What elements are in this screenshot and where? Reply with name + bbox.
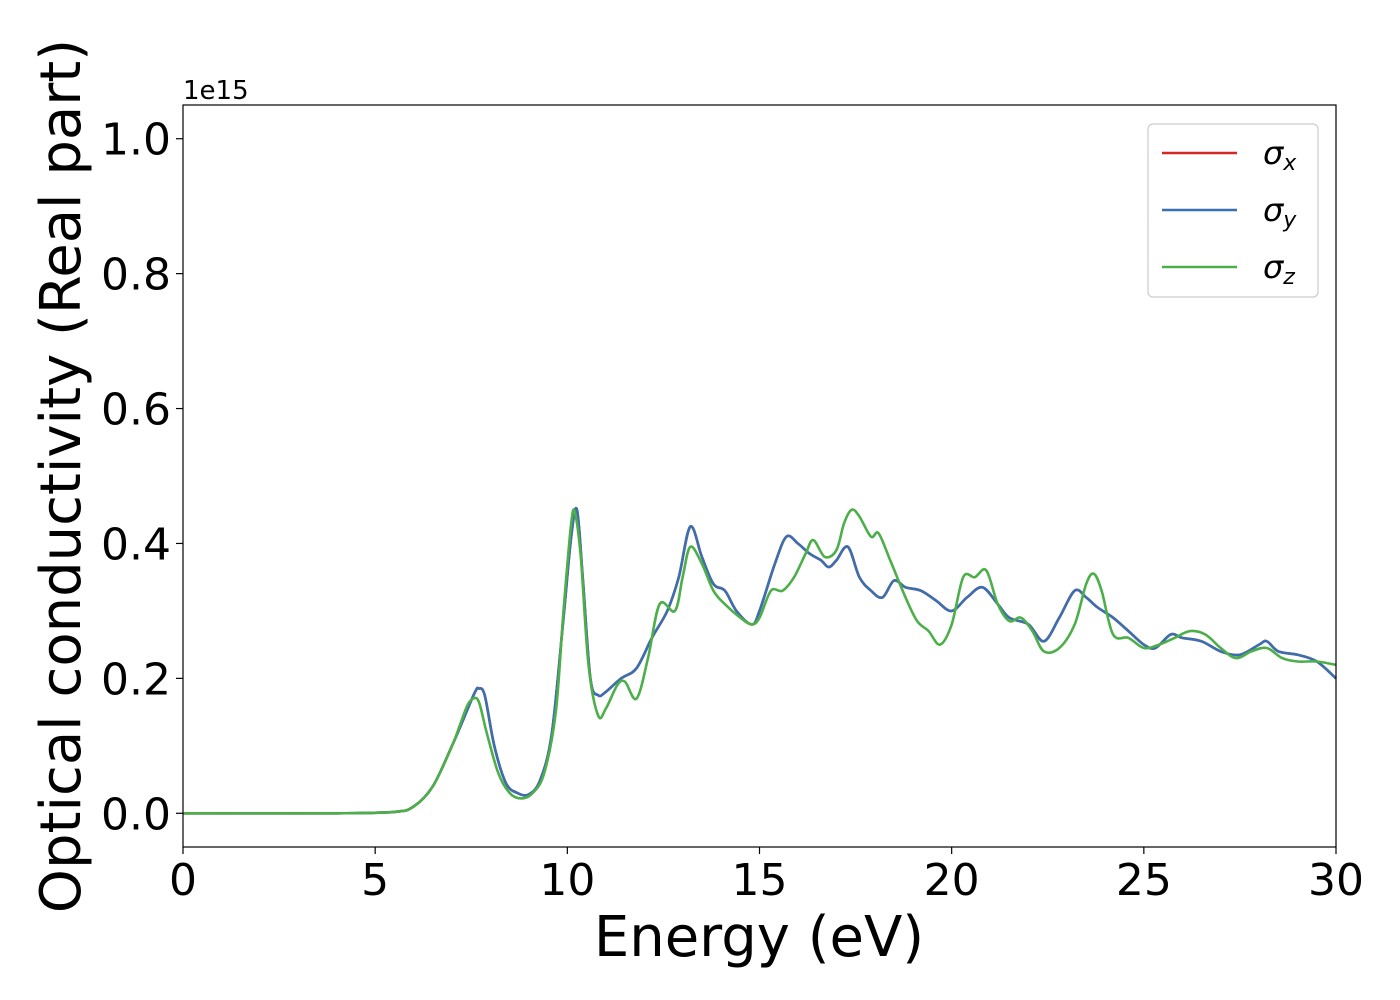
series-line-y	[182, 506, 1337, 815]
y-tick-label: 0.0	[101, 789, 171, 840]
x-tick-label: 20	[924, 855, 980, 906]
x-ticks: 0 5 10 15 20 25 30	[169, 847, 1364, 906]
x-tick-label: 30	[1308, 855, 1364, 906]
x-axis-label: Energy (eV)	[594, 905, 924, 970]
x-tick-label: 25	[1116, 855, 1172, 906]
x-tick-label: 15	[732, 855, 788, 906]
y-tick-label: 1.0	[101, 115, 171, 166]
legend-label-z: σz	[1263, 248, 1295, 290]
y-tick-label: 0.2	[101, 654, 171, 705]
y-tick-label: 0.6	[101, 385, 171, 436]
x-tick-label: 0	[169, 855, 197, 906]
x-tick-label: 5	[361, 855, 389, 906]
y-offset-label: 1e15	[183, 76, 249, 106]
y-tick-label: 0.8	[101, 250, 171, 301]
y-tick-label: 0.4	[101, 519, 171, 570]
y-axis-label: Optical conductivity (Real part)	[29, 39, 94, 913]
legend-label-y: σy	[1263, 191, 1297, 233]
x-tick-label: 10	[539, 855, 595, 906]
legend: σx σy σz	[1147, 123, 1319, 298]
legend-label-x: σx	[1263, 134, 1297, 176]
y-ticks: 0.0 0.2 0.4 0.6 0.8 1.0	[101, 115, 183, 840]
plot-background	[183, 105, 1336, 847]
series-line-z	[182, 508, 1337, 815]
series-layer	[182, 506, 1337, 815]
